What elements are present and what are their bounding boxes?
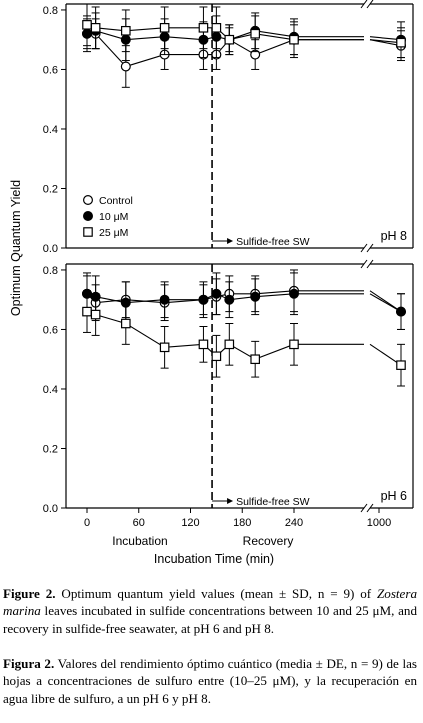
x-tick-label: 1000 <box>367 517 391 529</box>
series-line-uM25 <box>86 311 402 366</box>
legend-marker-uM25 <box>83 227 93 237</box>
y-tick-label: 0.6 <box>43 324 58 336</box>
legend: Control 10 μM 25 μM <box>82 195 133 239</box>
point-uM25 <box>224 339 235 350</box>
axis-break-mark <box>360 0 368 9</box>
panel-ph6: 0.0 0.2 0.4 0.6 0.8 Sulfide-free SW pH 6 <box>43 259 414 515</box>
point-uM25 <box>121 25 131 36</box>
y-tick-label: 0.0 <box>43 243 58 255</box>
point-uM25 <box>90 23 101 33</box>
x-tick-label: 180 <box>233 517 251 529</box>
point-uM25 <box>198 339 209 350</box>
point-uM10 <box>159 294 170 305</box>
caption-english-text-2: leaves incubated in sulfide concentratio… <box>3 603 417 636</box>
transition-label: Sulfide-free SW <box>236 496 310 508</box>
legend-label-uM10: 10 μM <box>99 211 128 223</box>
series-uM25 <box>82 290 406 387</box>
point-uM25 <box>82 306 92 317</box>
y-tick-label: 0.4 <box>43 384 58 396</box>
axis-break-mark <box>366 0 374 9</box>
axis-break-mark <box>366 259 374 269</box>
point-uM10 <box>224 294 235 305</box>
panel-label: pH 8 <box>381 229 407 243</box>
series-line-uM10 <box>86 293 402 313</box>
point-uM25 <box>159 23 170 33</box>
axis-break-mark <box>366 243 374 253</box>
caption-spanish-text: Valores del rendimiento óptimo cuántico … <box>3 656 417 706</box>
y-tick-label: 0.6 <box>43 64 58 76</box>
x-axis-label: Incubation Time (min) <box>154 552 274 566</box>
figure: Optimum Quantum Yield Incubation Time (m… <box>9 0 414 566</box>
x-tick-label: 0 <box>84 517 90 529</box>
point-uM25 <box>396 360 406 370</box>
point-uM25 <box>211 351 222 362</box>
legend-label-uM25: 25 μM <box>99 227 128 239</box>
panel-label: pH 6 <box>381 489 407 503</box>
y-tick-label: 0.4 <box>43 124 58 136</box>
point-uM25 <box>224 34 235 45</box>
x-tick-label: 240 <box>285 517 303 529</box>
point-uM10 <box>211 288 222 299</box>
phase-label-incubation: Incubation <box>112 534 167 548</box>
y-tick-label: 0.2 <box>43 183 58 195</box>
x-tick-label: 120 <box>181 517 199 529</box>
y-tick-label: 0.0 <box>43 503 58 515</box>
point-uM10 <box>289 288 300 299</box>
point-uM25 <box>159 342 170 353</box>
point-uM25 <box>198 23 209 33</box>
legend-marker-control <box>82 195 93 206</box>
axis-break-mark <box>360 259 368 269</box>
point-control <box>120 61 131 72</box>
caption-english-species: Zostera marina <box>3 586 418 619</box>
axis-break-mark <box>360 243 368 253</box>
series-line-uM25 <box>86 24 402 44</box>
caption-spanish-label: Figura 2. <box>3 656 55 671</box>
y-axis-label: Optimum Quantum Yield <box>9 180 23 316</box>
series-uM25 <box>82 3 406 59</box>
transition-arrow-head <box>227 498 234 504</box>
point-uM10 <box>198 294 209 305</box>
x-tick-label: 60 <box>133 517 145 529</box>
point-uM25 <box>211 23 222 33</box>
axis-break-mark <box>360 503 368 513</box>
legend-marker-uM10 <box>82 211 93 222</box>
point-uM25 <box>82 20 92 30</box>
series-control <box>81 269 407 330</box>
point-uM10 <box>396 306 407 317</box>
phase-label-recovery: Recovery <box>243 534 294 548</box>
y-tick-label: 0.8 <box>43 5 58 17</box>
panel-ph8: 0.0 0.2 0.4 0.6 0.8 Sulfide-free SW pH 8 Contro… <box>43 0 414 255</box>
point-uM25 <box>289 34 299 45</box>
point-uM25 <box>250 354 260 365</box>
transition-label: Sulfide-free SW <box>236 236 310 248</box>
series-uM10 <box>81 272 407 330</box>
transition-arrow-head <box>227 238 234 244</box>
legend-label-control: Control <box>99 195 133 207</box>
caption-spanish: Figura 2. Valores del rendimiento óptimo… <box>3 655 417 707</box>
x-axis: 0 60 120 180 240 1000 Incubation Recovery <box>84 508 391 548</box>
series-control <box>81 18 407 88</box>
point-uM25 <box>289 339 299 350</box>
point-uM25 <box>396 37 406 48</box>
series-line-uM10 <box>86 30 402 41</box>
point-uM25 <box>250 28 260 39</box>
point-uM25 <box>90 309 101 320</box>
caption-english: Figure 2. Optimum quantum yield values (… <box>3 585 417 637</box>
point-uM25 <box>121 318 131 329</box>
point-uM10 <box>250 291 261 302</box>
caption-english-text-1: Optimum quantum yield values (mean ± SD,… <box>55 586 377 601</box>
y-tick-label: 0.8 <box>43 265 58 277</box>
y-tick-label: 0.2 <box>43 443 58 455</box>
axis-break-mark <box>366 503 374 513</box>
caption-english-label: Figure 2. <box>3 586 56 601</box>
